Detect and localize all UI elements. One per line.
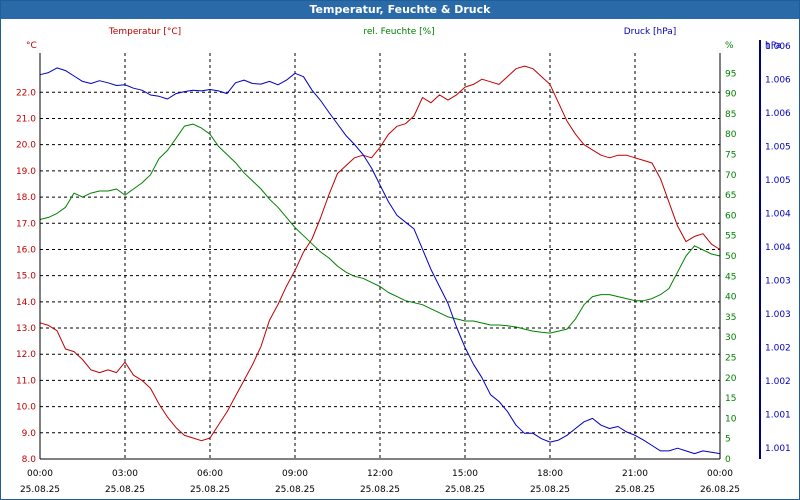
x-tick-date: 26.08.25 [700, 485, 740, 495]
pressure-tick-label: 1.001 [765, 444, 791, 454]
pressure-tick-label: 1.006 [765, 42, 791, 52]
temperature-axis-label: Temperatur [°C] [108, 27, 181, 37]
humidity-unit-label: % [725, 41, 734, 51]
x-tick-date: 25.08.25 [105, 485, 145, 495]
x-tick-date: 25.08.25 [530, 485, 570, 495]
series-group [39, 65, 721, 455]
humidity-tick-label: 20 [725, 374, 737, 384]
plot-frame [39, 40, 761, 460]
x-tick-date: 25.08.25 [190, 485, 230, 495]
humidity-tick-label: 85 [725, 110, 736, 120]
grid [40, 53, 720, 459]
x-tick-date: 25.08.25 [20, 485, 60, 495]
humidity-tick-label: 80 [725, 130, 737, 140]
humidity-tick-label: 75 [725, 151, 736, 161]
humidity-tick-label: 35 [725, 313, 736, 323]
temperature-tick-label: 20.0 [16, 141, 36, 151]
humidity-tick-label: 45 [725, 272, 736, 282]
humidity-tick-label: 90 [725, 90, 737, 100]
pressure-tick-label: 1.005 [765, 176, 791, 186]
pressure-tick-label: 1.003 [765, 310, 791, 320]
pressure-tick-label: 1.003 [765, 277, 791, 287]
temperature-tick-label: 10.0 [16, 403, 36, 413]
humidity-tick-label: 15 [725, 394, 736, 404]
x-tick-time: 00:00 [27, 469, 53, 479]
x-tick-date: 25.08.25 [445, 485, 485, 495]
temperature-tick-label: 8.0 [22, 455, 37, 465]
humidity-tick-label: 70 [725, 171, 737, 181]
temperature-axis: 8.0 9.0 10.0 11.0 12.0 13.0 14.0 15.0 16.0 17.0 18… [16, 88, 36, 465]
humidity-tick-label: 55 [725, 232, 736, 242]
x-tick-time: 18:00 [537, 469, 563, 479]
humidity-tick-label: 60 [725, 211, 737, 221]
pressure-axis-label: Druck [hPa] [624, 27, 677, 37]
temperature-tick-label: 16.0 [16, 245, 36, 255]
pressure-tick-label: 1.001 [765, 411, 791, 421]
humidity-tick-label: 30 [725, 333, 737, 343]
temperature-tick-label: 22.0 [16, 88, 36, 98]
humidity-tick-label: 5 [725, 435, 731, 445]
humidity-tick-label: 40 [725, 293, 737, 303]
pressure-tick-label: 1.005 [765, 143, 791, 153]
x-tick-date: 25.08.25 [360, 485, 400, 495]
temperature-tick-label: 15.0 [16, 272, 36, 282]
temperature-tick-label: 19.0 [16, 167, 36, 177]
pressure-tick-label: 1.004 [765, 243, 791, 253]
temperature-tick-label: 11.0 [16, 376, 36, 386]
x-tick-time: 03:00 [112, 469, 138, 479]
humidity-line [39, 123, 721, 334]
temperature-tick-label: 14.0 [16, 298, 36, 308]
x-tick-time: 00:00 [707, 469, 733, 479]
temperature-tick-label: 12.0 [16, 350, 36, 360]
humidity-tick-label: 0 [725, 455, 731, 465]
temperature-tick-label: 17.0 [16, 219, 36, 229]
x-tick-time: 21:00 [622, 469, 648, 479]
humidity-axis-label: rel. Feuchte [%] [363, 27, 434, 37]
pressure-tick-label: 1.002 [765, 377, 791, 387]
time-axis: 00:00 25.08.25 03:00 25.08.25 06:00 25.08.25 0… [20, 469, 740, 495]
humidity-tick-label: 50 [725, 252, 737, 262]
humidity-tick-label: 95 [725, 69, 736, 79]
pressure-axis: 1.001 1.001 1.002 1.002 1.003 1.003 1.004 1.004… [765, 42, 791, 454]
window-title: Temperatur, Feuchte & Druck [1, 1, 799, 19]
temperature-tick-label: 9.0 [22, 429, 37, 439]
x-tick-date: 25.08.25 [615, 485, 655, 495]
pressure-tick-label: 1.002 [765, 344, 791, 354]
x-tick-time: 06:00 [197, 469, 223, 479]
humidity-tick-label: 65 [725, 191, 736, 201]
pressure-tick-label: 1.004 [765, 210, 791, 220]
pressure-tick-label: 1.006 [765, 76, 791, 86]
x-tick-time: 15:00 [452, 469, 478, 479]
x-tick-date: 25.08.25 [275, 485, 315, 495]
pressure-line [39, 67, 721, 455]
humidity-axis: 0 5 10 15 20 25 30 35 40 45 50 55 60 65 70 75 80 85 90 95 [725, 69, 737, 465]
pressure-unit-label: hPa [765, 41, 781, 51]
temperature-tick-label: 13.0 [16, 324, 36, 334]
x-tick-time: 12:00 [367, 469, 393, 479]
temperature-tick-label: 21.0 [16, 114, 36, 124]
temperature-tick-label: 18.0 [16, 193, 36, 203]
x-tick-time: 09:00 [282, 469, 308, 479]
pressure-tick-label: 1.006 [765, 109, 791, 119]
humidity-tick-label: 25 [725, 354, 736, 364]
temperature-line [39, 65, 721, 442]
temperature-unit-label: °C [26, 41, 37, 51]
humidity-tick-label: 10 [725, 414, 737, 424]
